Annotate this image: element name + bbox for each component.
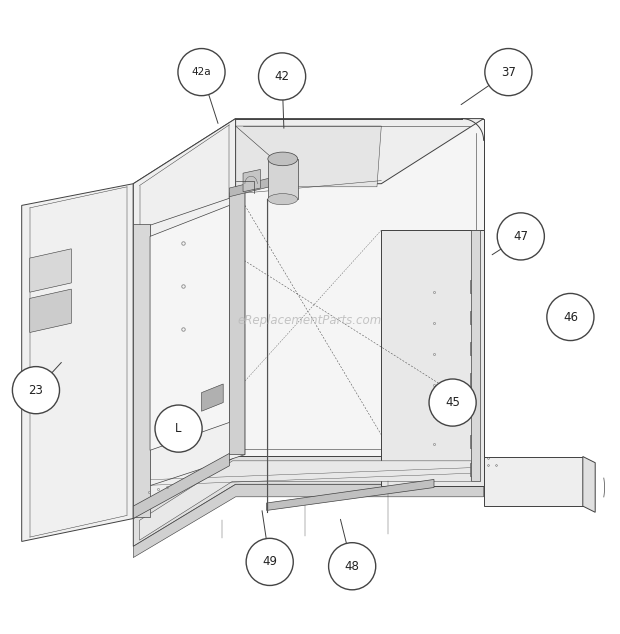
- Circle shape: [12, 366, 60, 414]
- Polygon shape: [150, 193, 245, 486]
- Text: 48: 48: [345, 560, 360, 573]
- Circle shape: [497, 213, 544, 260]
- Text: L: L: [175, 422, 182, 435]
- Circle shape: [259, 53, 306, 100]
- Polygon shape: [268, 159, 298, 199]
- Polygon shape: [471, 230, 480, 481]
- Polygon shape: [133, 453, 229, 519]
- Polygon shape: [470, 373, 479, 387]
- Polygon shape: [22, 184, 133, 541]
- Circle shape: [178, 49, 225, 96]
- Text: 23: 23: [29, 384, 43, 397]
- Polygon shape: [484, 456, 583, 506]
- Circle shape: [485, 49, 532, 96]
- Polygon shape: [236, 119, 484, 456]
- Polygon shape: [470, 342, 479, 356]
- Polygon shape: [133, 484, 484, 557]
- Circle shape: [329, 543, 376, 590]
- Polygon shape: [30, 289, 71, 332]
- Polygon shape: [133, 119, 236, 519]
- Polygon shape: [381, 230, 484, 486]
- Text: 42a: 42a: [192, 67, 211, 77]
- Polygon shape: [140, 126, 381, 187]
- Polygon shape: [202, 384, 223, 411]
- Text: 47: 47: [513, 230, 528, 243]
- Circle shape: [429, 379, 476, 426]
- Text: 42: 42: [275, 70, 290, 83]
- Text: 37: 37: [501, 65, 516, 79]
- Text: 46: 46: [563, 311, 578, 323]
- Circle shape: [155, 405, 202, 452]
- Polygon shape: [470, 404, 479, 417]
- Polygon shape: [470, 280, 479, 294]
- Polygon shape: [583, 456, 595, 512]
- Polygon shape: [229, 173, 290, 197]
- Text: eReplacementParts.com: eReplacementParts.com: [238, 314, 382, 327]
- Polygon shape: [243, 169, 260, 191]
- Polygon shape: [140, 461, 471, 540]
- Circle shape: [246, 538, 293, 585]
- Polygon shape: [470, 311, 479, 325]
- Polygon shape: [470, 463, 479, 476]
- Polygon shape: [229, 187, 245, 455]
- Polygon shape: [133, 224, 150, 517]
- Ellipse shape: [268, 193, 298, 205]
- Text: 45: 45: [445, 396, 460, 409]
- Polygon shape: [470, 435, 479, 448]
- Circle shape: [547, 294, 594, 340]
- Polygon shape: [133, 119, 484, 184]
- Polygon shape: [267, 479, 434, 510]
- Ellipse shape: [268, 152, 298, 165]
- Polygon shape: [30, 249, 71, 292]
- Polygon shape: [150, 205, 229, 450]
- Text: 49: 49: [262, 555, 277, 569]
- Polygon shape: [133, 456, 484, 547]
